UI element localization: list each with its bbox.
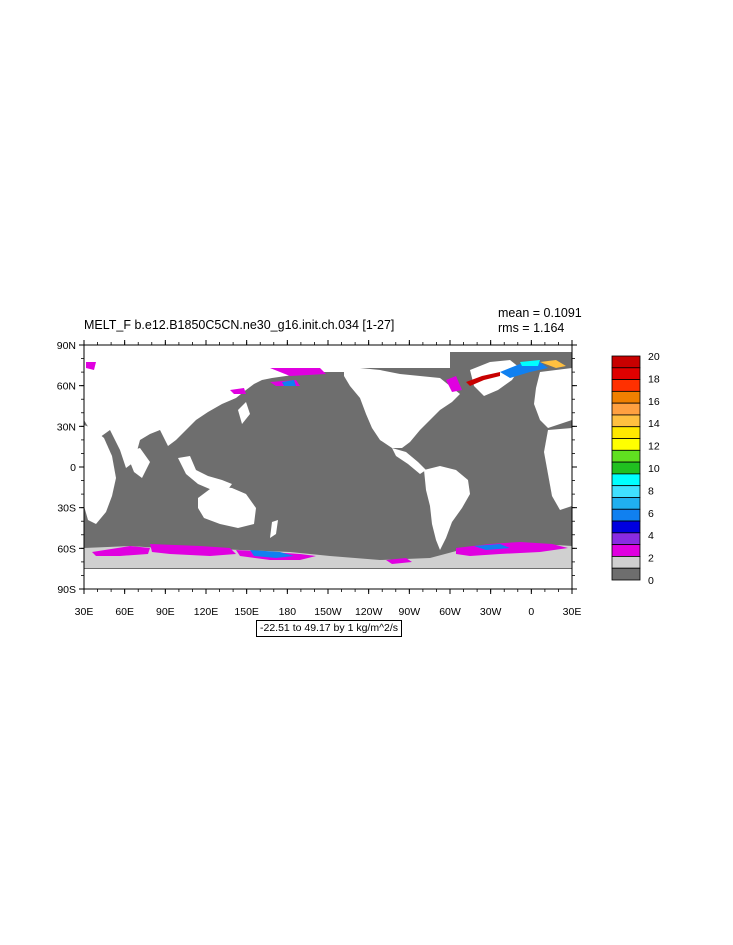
colorbar-box xyxy=(611,473,641,487)
melt-patches-high xyxy=(466,360,566,386)
colorbar-box xyxy=(611,449,641,463)
colorbar-box xyxy=(611,544,641,557)
colorbar-label: 6 xyxy=(648,508,654,520)
lon-label: 30E xyxy=(563,606,582,618)
colorbar-box xyxy=(611,497,641,510)
colorbar-label: 16 xyxy=(648,396,660,408)
lon-label: 30E xyxy=(75,606,94,618)
colorbar-box xyxy=(611,532,641,546)
lon-label: 90E xyxy=(156,606,175,618)
colorbar-label: 18 xyxy=(648,373,660,385)
colorbar-box xyxy=(611,485,641,498)
lat-label: 30N xyxy=(57,421,76,433)
colorbar-label: 14 xyxy=(648,418,660,430)
colorbar-box xyxy=(611,567,641,581)
lon-label: 120E xyxy=(194,606,219,618)
colorbar-box xyxy=(611,355,641,369)
plot-title: MELT_F b.e12.B1850C5CN.ne30_g16.init.ch.… xyxy=(84,318,395,332)
map-ticks: 90N 60N 30N 0 30S 60S 90S 30E 60E 90E 120E 150E 180 1… xyxy=(57,340,582,618)
lon-label: 180 xyxy=(279,606,297,618)
colorbar-box xyxy=(611,390,641,404)
colorbar-box xyxy=(611,367,641,380)
contour-range-label: -22.51 to 49.17 by 1 kg/m^2/s xyxy=(256,620,403,637)
colorbar-box xyxy=(611,426,641,439)
colorbar-label: 2 xyxy=(648,553,654,565)
map-plot: 90N 60N 30N 0 30S 60S 90S 30E 60E 90E 120E 150E 180 1… xyxy=(57,340,582,618)
colorbar-label: 8 xyxy=(648,485,654,497)
colorbar-label: 10 xyxy=(648,463,660,475)
colorbar-box xyxy=(611,438,641,451)
colorbar-label: 0 xyxy=(648,575,654,587)
lat-label: 60N xyxy=(57,381,76,393)
lon-label: 30W xyxy=(480,606,502,618)
lon-label: 60W xyxy=(439,606,461,618)
lon-label: 90W xyxy=(399,606,421,618)
colorbar-box xyxy=(611,508,641,522)
lat-label: 60S xyxy=(57,543,76,555)
lon-label: 0 xyxy=(528,606,534,618)
colorbar-box xyxy=(611,520,641,534)
mean-value: mean = 0.1091 xyxy=(498,306,582,320)
lon-label: 150W xyxy=(314,606,342,618)
colorbar-box xyxy=(611,556,641,569)
colorbar-label: 12 xyxy=(648,441,660,453)
rms-value: rms = 1.164 xyxy=(498,321,565,335)
lon-label: 120W xyxy=(355,606,383,618)
lat-label: 90S xyxy=(57,584,76,596)
lon-label: 60E xyxy=(115,606,134,618)
lon-label: 150E xyxy=(234,606,259,618)
lat-label: 0 xyxy=(70,462,76,474)
colorbar-label: 20 xyxy=(648,351,660,363)
colorbar-box xyxy=(611,461,641,475)
lat-label: 90N xyxy=(57,340,76,352)
lat-label: 30S xyxy=(57,503,76,515)
colorbar-label: 4 xyxy=(648,530,654,542)
colorbar-box xyxy=(611,402,641,416)
colorbar-box xyxy=(611,414,641,428)
colorbar-box xyxy=(611,379,641,392)
